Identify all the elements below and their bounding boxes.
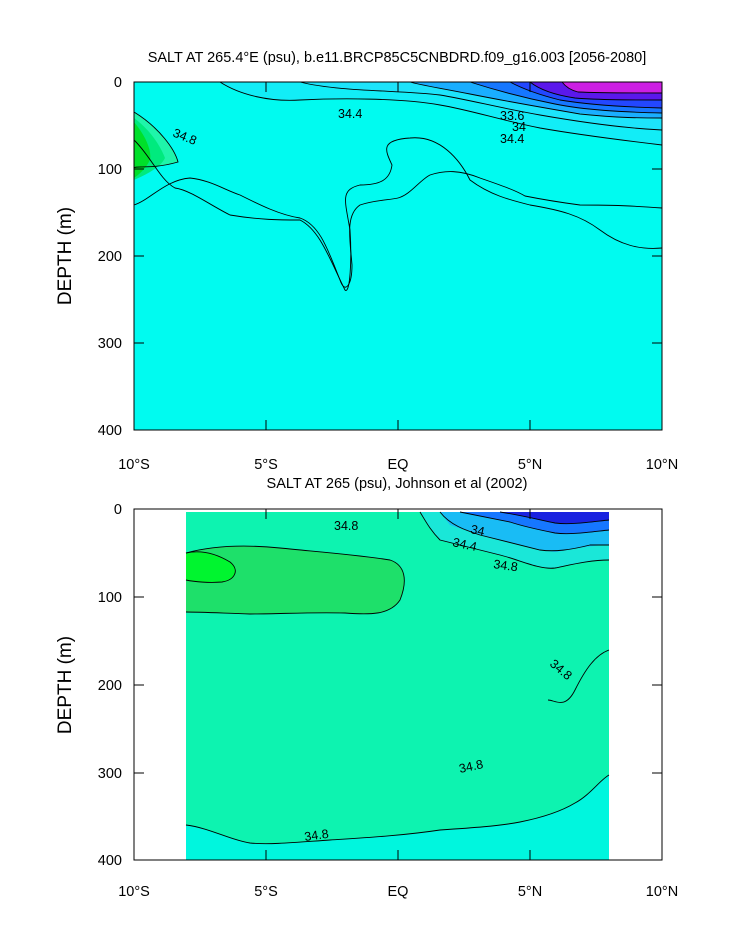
bottom-ytick-label-5: 400 bbox=[98, 853, 122, 869]
top-contour-lines bbox=[133, 81, 663, 291]
bottom-contour-label-3: 34 bbox=[469, 522, 486, 539]
top-ytick-label-2: 100 bbox=[98, 162, 122, 178]
top-panel: SALT AT 265.4°E (psu), b.e11.BRCP85C5CNB… bbox=[55, 50, 678, 473]
top-y-ticks bbox=[134, 81, 662, 431]
top-contour-6 bbox=[409, 81, 663, 119]
bottom-y-ticks bbox=[134, 508, 662, 861]
top-xtick-label-1: 10°S bbox=[118, 457, 150, 473]
top-y-axis-label: DEPTH (m) bbox=[55, 207, 76, 305]
top-xtick-label-3: EQ bbox=[388, 457, 409, 473]
top-ytick-label-3: 200 bbox=[98, 249, 122, 265]
top-x-ticks bbox=[133, 82, 663, 430]
top-contour-label-4: 34 bbox=[512, 120, 526, 134]
top-contour-3 bbox=[133, 171, 663, 288]
bottom-plot-fills bbox=[186, 512, 609, 860]
top-ytick-label-5: 400 bbox=[98, 423, 122, 439]
bottom-xtick-label-5: 10°N bbox=[646, 884, 678, 900]
bottom-contour-4 bbox=[547, 649, 610, 703]
top-contour-label-3: 33.6 bbox=[500, 109, 524, 123]
bottom-x-ticks bbox=[133, 509, 663, 860]
bottom-y-tick-labels: 0 100 200 300 400 bbox=[98, 502, 122, 869]
top-ytick-label-4: 300 bbox=[98, 336, 122, 352]
bottom-title: SALT AT 265 (psu), Johnson et al (2002) bbox=[267, 476, 528, 492]
bottom-fill-freshest bbox=[500, 512, 609, 524]
bottom-panel: SALT AT 265 (psu), Johnson et al (2002) … bbox=[55, 476, 678, 900]
bottom-x-tick-labels: 10°S 5°S EQ 5°N 10°N bbox=[118, 884, 678, 900]
top-title: SALT AT 265.4°E (psu), b.e11.BRCP85C5CNB… bbox=[148, 50, 647, 66]
bottom-contour-8 bbox=[499, 511, 610, 525]
bottom-xtick-label-1: 10°S bbox=[118, 884, 150, 900]
bottom-contour-3 bbox=[185, 774, 610, 845]
bottom-contour-label-6: 34.8 bbox=[458, 757, 485, 776]
top-ytick-label-1: 0 bbox=[114, 75, 122, 91]
bottom-contour-labels: 34.8 34.4 34 34.8 34.8 34.8 34.8 bbox=[303, 519, 574, 844]
bottom-xtick-label-3: EQ bbox=[388, 884, 409, 900]
top-x-tick-labels: 10°S 5°S EQ 5°N 10°N bbox=[118, 457, 678, 473]
bottom-xtick-label-2: 5°S bbox=[254, 884, 278, 900]
bottom-ytick-label-3: 200 bbox=[98, 678, 122, 694]
bottom-contour-1 bbox=[185, 545, 405, 615]
top-plot-fills bbox=[134, 82, 662, 430]
bottom-contour-label-4: 34.8 bbox=[493, 557, 519, 574]
top-fill-saltiest bbox=[134, 122, 151, 178]
bottom-contour-5 bbox=[419, 511, 610, 569]
top-contour-5 bbox=[299, 81, 663, 131]
bottom-fill-core bbox=[186, 551, 236, 583]
top-contour-8 bbox=[509, 81, 663, 109]
bottom-ytick-label-4: 300 bbox=[98, 766, 122, 782]
top-contour-label-5: 34.4 bbox=[500, 132, 524, 146]
top-contour-label-2: 34.4 bbox=[338, 107, 362, 121]
top-contour-1 bbox=[133, 111, 179, 169]
bottom-ytick-label-1: 0 bbox=[114, 502, 122, 518]
top-xtick-label-4: 5°N bbox=[518, 457, 542, 473]
bottom-contour-label-7: 34.8 bbox=[303, 827, 329, 844]
top-contour-4 bbox=[219, 81, 663, 146]
top-contour-2 bbox=[133, 137, 663, 291]
top-fill-freshest bbox=[562, 82, 662, 93]
bottom-xtick-label-4: 5°N bbox=[518, 884, 542, 900]
bottom-contour-label-1: 34.8 bbox=[334, 519, 358, 533]
top-contour-9 bbox=[529, 81, 663, 101]
bottom-contour-lines bbox=[185, 511, 610, 845]
top-y-tick-labels: 0 100 200 300 400 bbox=[98, 75, 122, 439]
bottom-contour-2 bbox=[185, 551, 236, 583]
top-xtick-label-2: 5°S bbox=[254, 457, 278, 473]
top-contour-10 bbox=[561, 81, 663, 94]
top-xtick-label-5: 10°N bbox=[646, 457, 678, 473]
bottom-fill-saltiest bbox=[186, 546, 405, 614]
bottom-contour-6 bbox=[439, 511, 609, 552]
bottom-y-axis-label: DEPTH (m) bbox=[55, 636, 76, 734]
bottom-ytick-label-2: 100 bbox=[98, 590, 122, 606]
bottom-contour-label-2: 34.4 bbox=[451, 535, 478, 554]
top-contour-7 bbox=[469, 81, 663, 114]
bottom-contour-7 bbox=[459, 511, 610, 535]
